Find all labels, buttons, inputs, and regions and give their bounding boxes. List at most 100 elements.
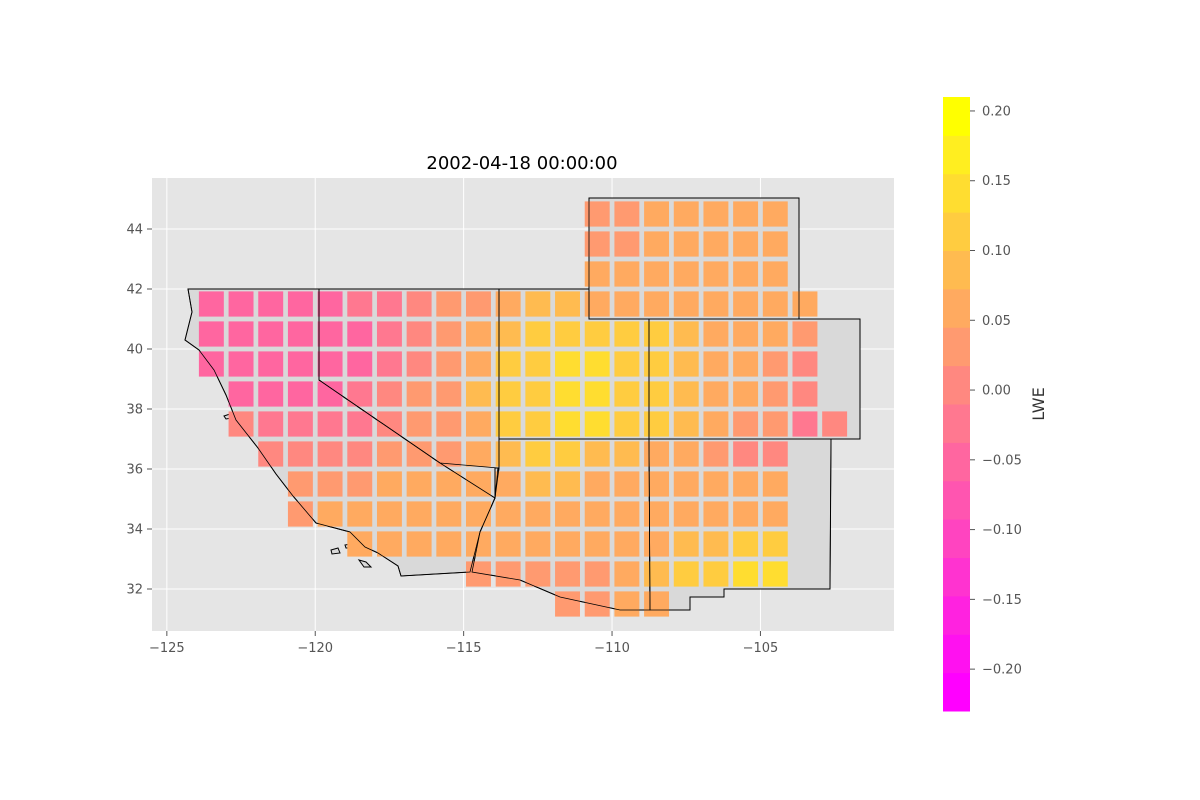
colorbar-tick-label: 0.05 <box>982 314 1011 329</box>
data-cell <box>614 291 640 317</box>
data-cell <box>287 291 313 317</box>
data-cell <box>703 261 729 287</box>
data-cell <box>644 531 670 557</box>
y-tick-label: 38 <box>126 403 143 418</box>
data-cell <box>317 501 343 527</box>
colorbar-tick-label: −0.10 <box>982 523 1022 538</box>
data-cell <box>228 411 254 437</box>
y-tick-label: 36 <box>126 463 143 478</box>
colorbar-tick-label: −0.05 <box>982 453 1022 468</box>
data-cell <box>733 351 759 377</box>
data-cell <box>376 531 402 557</box>
data-cell <box>584 501 610 527</box>
data-cell <box>614 201 640 227</box>
data-cell <box>466 501 491 527</box>
data-cell <box>406 291 432 317</box>
data-cell <box>762 381 788 407</box>
colorbar-tick-label: 0.00 <box>982 384 1011 399</box>
data-cell <box>406 531 432 557</box>
data-cell <box>495 471 521 497</box>
data-cell <box>584 411 610 437</box>
data-cell <box>555 321 580 347</box>
data-cell <box>347 531 373 557</box>
data-cell <box>317 471 343 497</box>
data-cell <box>762 501 788 527</box>
y-tick-label: 32 <box>126 583 143 598</box>
data-cell <box>673 471 699 497</box>
data-cell <box>258 291 284 317</box>
data-cell <box>792 291 818 317</box>
data-cell <box>406 381 432 407</box>
data-cell <box>495 561 521 587</box>
colorbar-tick-label: −0.15 <box>982 593 1022 608</box>
data-cell <box>376 441 402 467</box>
y-axis-ticks: 32 34 36 38 40 42 44 <box>126 223 152 598</box>
data-cell <box>644 201 670 227</box>
data-cell <box>436 351 462 377</box>
data-cell <box>762 531 788 557</box>
data-cell <box>584 591 610 617</box>
data-cell <box>614 531 640 557</box>
data-cell <box>406 321 432 347</box>
colorbar-level <box>943 288 970 328</box>
data-cell <box>317 321 343 347</box>
data-cell <box>584 471 610 497</box>
data-cell <box>525 471 551 497</box>
data-cell <box>495 381 521 407</box>
data-cell <box>347 411 373 437</box>
data-cell <box>673 231 699 257</box>
data-cell <box>733 201 759 227</box>
data-cell <box>436 441 462 467</box>
data-cell <box>762 351 788 377</box>
data-cell <box>584 441 610 467</box>
data-cell <box>584 561 610 587</box>
data-cell <box>466 531 491 557</box>
colorbar-level <box>943 212 970 251</box>
data-cell <box>406 471 432 497</box>
data-cell <box>644 591 670 617</box>
data-cell <box>228 321 254 347</box>
data-cell <box>376 321 402 347</box>
data-cell <box>703 201 729 227</box>
data-cell <box>584 261 610 287</box>
data-cell <box>703 231 729 257</box>
data-cell <box>228 291 254 317</box>
data-cell <box>555 291 580 317</box>
data-cell <box>584 321 610 347</box>
state-borders <box>184 197 861 611</box>
data-cell <box>555 441 580 467</box>
data-cell <box>466 291 491 317</box>
data-cell <box>347 351 373 377</box>
data-cell <box>347 441 373 467</box>
data-cell <box>703 501 729 527</box>
x-axis-ticks: −125 −120 −115 −110 −105 <box>149 631 778 656</box>
data-cell <box>644 561 670 587</box>
data-cell <box>228 351 254 377</box>
data-cell <box>317 411 343 437</box>
data-cell <box>317 351 343 377</box>
data-cell <box>614 591 640 617</box>
data-cell <box>703 381 729 407</box>
data-cell <box>466 351 491 377</box>
data-cell <box>614 381 640 407</box>
data-cell <box>614 261 640 287</box>
data-cell <box>644 441 670 467</box>
colorbar-level <box>943 519 970 558</box>
colorbar-level <box>943 442 970 482</box>
data-cell <box>287 441 313 467</box>
colorbar-level <box>943 250 970 290</box>
data-cell <box>614 471 640 497</box>
data-cell <box>406 351 432 377</box>
data-cell <box>525 561 551 587</box>
data-cell <box>673 291 699 317</box>
data-cell <box>466 321 491 347</box>
data-cell <box>466 411 491 437</box>
data-cell <box>762 471 788 497</box>
colorbar-level <box>943 404 970 443</box>
data-cell <box>792 351 818 377</box>
data-cell <box>703 351 729 377</box>
data-cell <box>258 321 284 347</box>
data-cell <box>733 501 759 527</box>
data-cell <box>436 291 462 317</box>
